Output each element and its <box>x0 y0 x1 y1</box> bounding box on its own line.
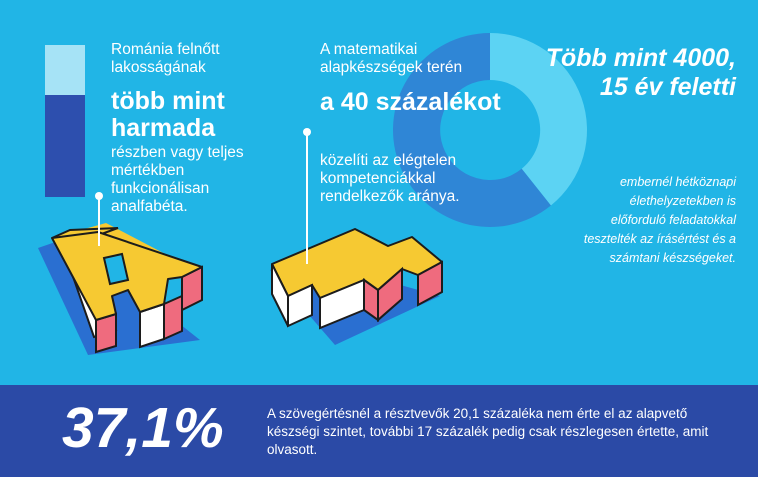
block3-highlight: Több mint 4000, 15 év feletti <box>545 44 736 101</box>
footer-text: A szövegértésnél a résztvevők 20,1 száza… <box>267 406 709 457</box>
pointer-dot-a <box>95 192 103 200</box>
donut-segment-dark <box>393 33 551 227</box>
block2-rest: közelíti az elégtelen kompetenciákkal re… <box>320 152 460 205</box>
block3-rest: embernél hétköznapi élethelyzetekben is … <box>583 175 736 265</box>
block2-intro: A matematikai alapkészségek terén <box>320 41 463 76</box>
pointer-line-m <box>306 132 308 264</box>
stacked-bar-icon <box>45 45 85 95</box>
pointer-line-a <box>98 196 100 246</box>
block1-intro: Románia felnőtt lakosságának <box>111 41 220 76</box>
letter-a-3d-icon <box>38 223 203 355</box>
pointer-dot-m <box>303 128 311 136</box>
footer-big-number: 37,1% <box>62 396 224 460</box>
block1-highlight: több mint harmada <box>111 87 225 142</box>
block1-rest: részben vagy teljes mértékben funkcionál… <box>111 144 244 215</box>
donut-segment-light <box>490 33 588 206</box>
stacked-bar-fill <box>45 95 85 197</box>
block2-highlight: a 40 százalékot <box>320 88 501 116</box>
footer-band <box>0 385 758 477</box>
letter-m-3d-icon <box>270 228 443 345</box>
